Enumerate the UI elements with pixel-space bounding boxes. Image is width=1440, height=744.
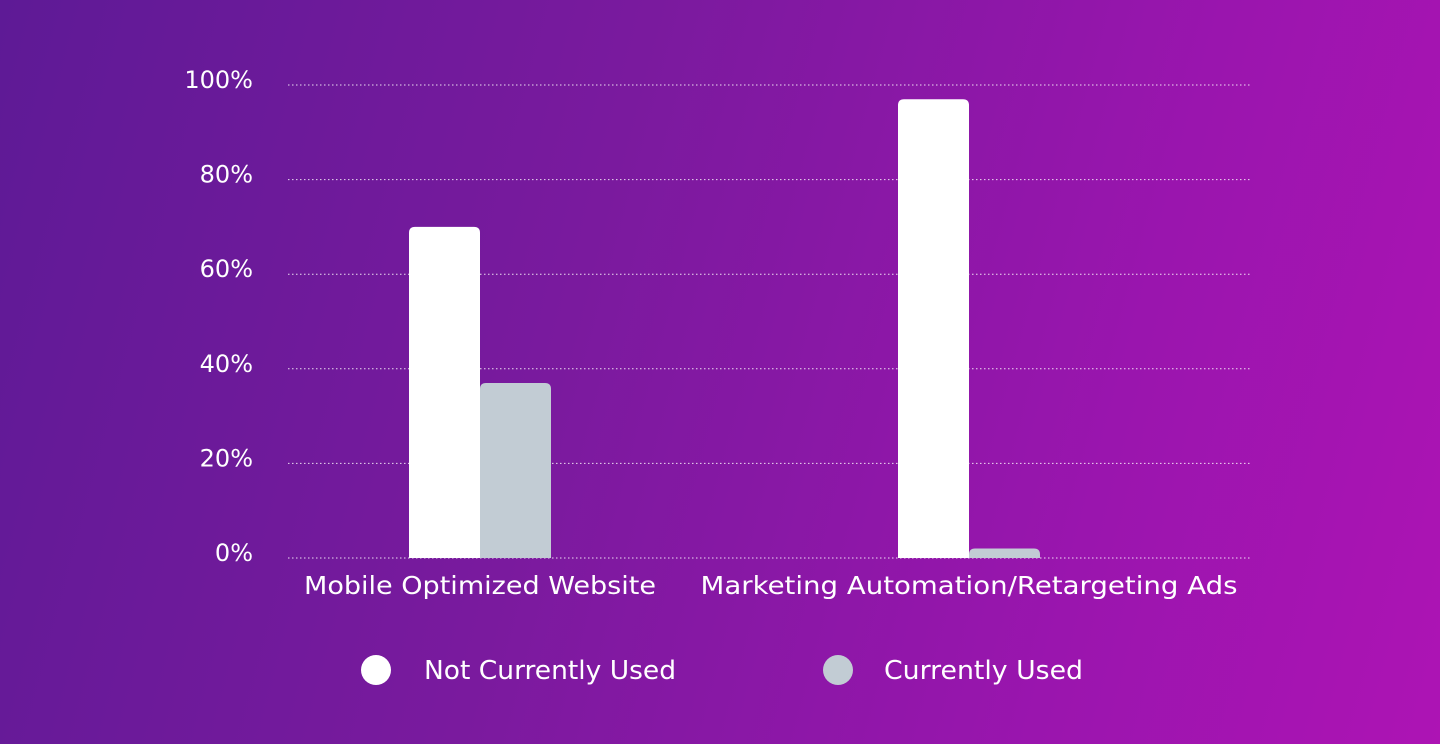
y-tick-label: 20% xyxy=(200,444,253,472)
legend-label: Not Currently Used xyxy=(424,656,676,686)
bar-currently-used-1 xyxy=(480,382,551,558)
y-tick-label: 100% xyxy=(184,66,253,94)
legend-marker xyxy=(823,655,853,685)
legend: Not Currently Used Currently Used xyxy=(361,655,1083,686)
y-tick-label: 40% xyxy=(200,350,253,378)
category-label: Mobile Optimized Website xyxy=(304,571,656,600)
category-labels: Mobile Optimized Website Marketing Automa… xyxy=(304,571,1238,600)
y-tick-label: 0% xyxy=(215,539,253,567)
y-axis-ticks: 0% 20% 40% 60% 80% 100% xyxy=(184,66,253,567)
bar-currently-used-2 xyxy=(969,548,1040,558)
legend-label: Currently Used xyxy=(884,656,1083,686)
bar-not-currently-used-2 xyxy=(898,99,969,558)
legend-marker xyxy=(361,655,391,685)
category-label: Marketing Automation/Retargeting Ads xyxy=(701,571,1238,600)
y-tick-label: 80% xyxy=(200,161,253,189)
bars xyxy=(409,99,1040,558)
bar-not-currently-used-1 xyxy=(409,226,480,558)
y-tick-label: 60% xyxy=(200,255,253,283)
